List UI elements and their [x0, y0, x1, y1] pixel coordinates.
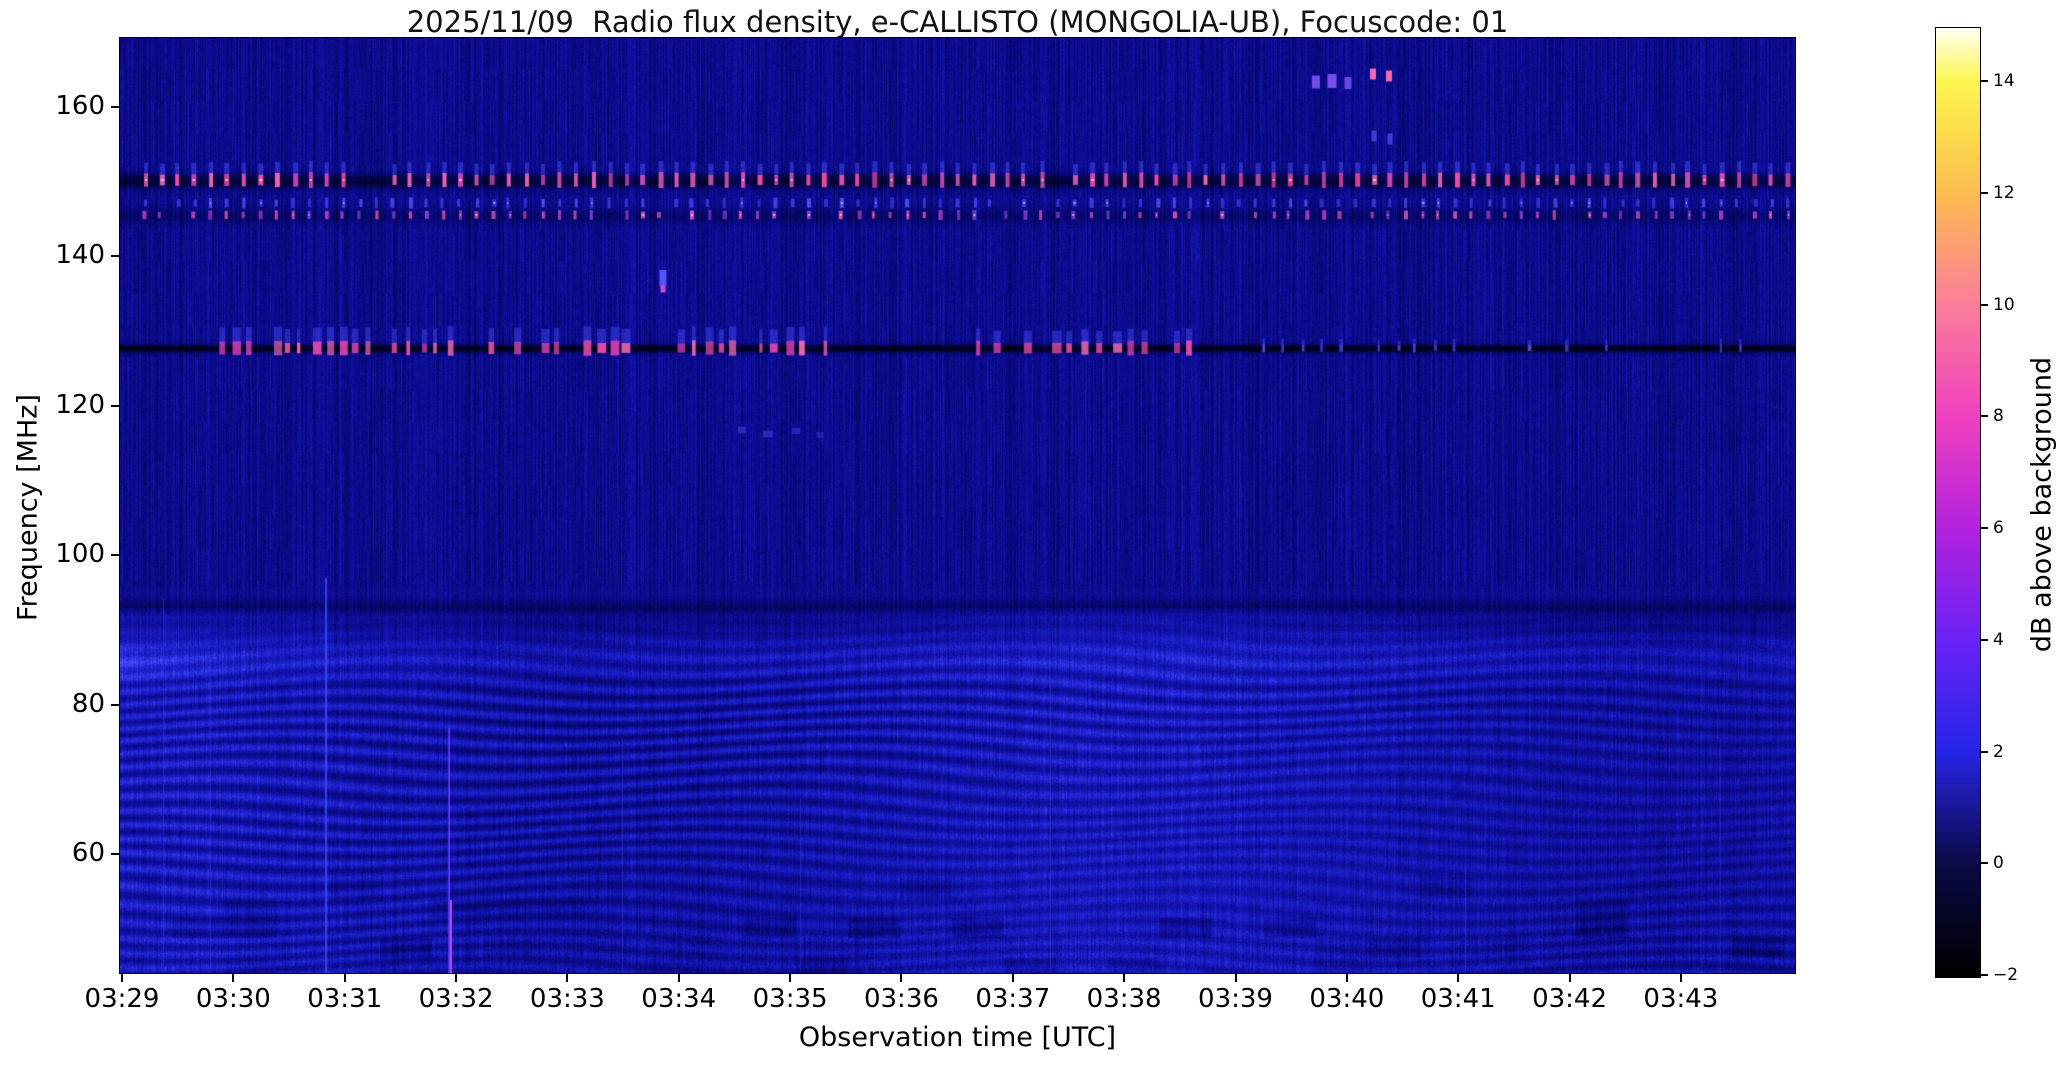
y-tick-mark	[111, 404, 119, 407]
x-tick-mark	[1457, 974, 1460, 982]
colorbar-tick-mark	[1981, 303, 1988, 306]
x-axis-label: Observation time [UTC]	[798, 1022, 1117, 1053]
y-tick-label: 80	[71, 688, 105, 719]
x-tick-label: 03:34	[641, 984, 717, 1014]
colorbar-tick-label: 6	[1993, 518, 2004, 538]
colorbar-tick-mark	[1981, 527, 1988, 529]
chart-title: 2025/11/09 Radio flux density, e-CALLIST…	[406, 5, 1509, 39]
colorbar-tick-label: 8	[1993, 406, 2004, 427]
x-tick-mark	[232, 974, 235, 982]
x-tick-mark	[900, 974, 903, 982]
x-tick-mark	[1345, 974, 1348, 982]
y-tick-label: 60	[71, 838, 105, 869]
x-tick-mark	[1234, 974, 1237, 982]
x-tick-mark	[566, 974, 569, 982]
y-tick-mark	[111, 703, 119, 706]
plot-area	[119, 37, 1796, 974]
x-tick-label: 03:29	[84, 984, 160, 1014]
y-tick-mark	[111, 853, 119, 856]
x-tick-mark	[1568, 974, 1571, 982]
x-tick-label: 03:35	[752, 984, 828, 1014]
colorbar-tick-label: 14	[1993, 71, 2015, 91]
x-tick-mark	[1123, 974, 1126, 982]
x-tick-mark	[1679, 974, 1682, 982]
y-axis-label: Frequency [MHz]	[12, 394, 44, 621]
x-tick-label: 03:40	[1309, 984, 1385, 1014]
x-tick-mark	[789, 974, 792, 982]
colorbar-tick-mark	[1981, 638, 1988, 641]
colorbar-tick-mark	[1981, 862, 1988, 865]
colorbar-tick-label: 2	[1993, 741, 2004, 762]
colorbar-tick-mark	[1981, 750, 1988, 753]
x-tick-label: 03:31	[307, 984, 383, 1014]
x-tick-label: 03:42	[1532, 984, 1608, 1014]
colorbar-tick-label: −2	[1993, 965, 2019, 985]
y-tick-label: 140	[55, 240, 105, 271]
x-tick-label: 03:33	[529, 984, 605, 1014]
x-tick-mark	[343, 974, 346, 982]
x-tick-mark	[1011, 974, 1014, 982]
y-tick-mark	[111, 105, 119, 108]
colorbar-tick-mark	[1981, 974, 1988, 976]
x-tick-label: 03:32	[418, 984, 494, 1014]
x-tick-mark	[121, 974, 123, 982]
spectrogram-canvas	[120, 38, 1795, 973]
colorbar-tick-mark	[1981, 80, 1988, 82]
x-tick-label: 03:43	[1643, 984, 1719, 1014]
colorbar-tick-label: 10	[1993, 294, 2015, 315]
x-tick-label: 03:30	[195, 984, 271, 1014]
x-tick-mark	[677, 974, 680, 982]
colorbar-tick-label: 4	[1993, 629, 2004, 650]
colorbar-tick-label: 12	[1993, 182, 2015, 203]
x-tick-label: 03:39	[1198, 984, 1273, 1014]
colorbar-tick-mark	[1981, 191, 1988, 194]
x-tick-label: 03:41	[1420, 984, 1496, 1014]
colorbar-tick-label: 0	[1993, 853, 2004, 874]
y-tick-mark	[111, 554, 119, 557]
colorbar-label: dB above background	[2026, 356, 2058, 653]
colorbar	[1935, 27, 1981, 978]
y-tick-label: 160	[55, 90, 105, 121]
x-tick-label: 03:37	[975, 984, 1051, 1014]
colorbar-tick-mark	[1981, 415, 1988, 418]
x-tick-mark	[455, 974, 458, 982]
y-tick-label: 100	[55, 539, 105, 570]
x-tick-label: 03:38	[1086, 984, 1162, 1014]
y-tick-label: 120	[55, 389, 105, 420]
x-tick-label: 03:36	[863, 984, 939, 1014]
y-tick-mark	[111, 255, 119, 258]
